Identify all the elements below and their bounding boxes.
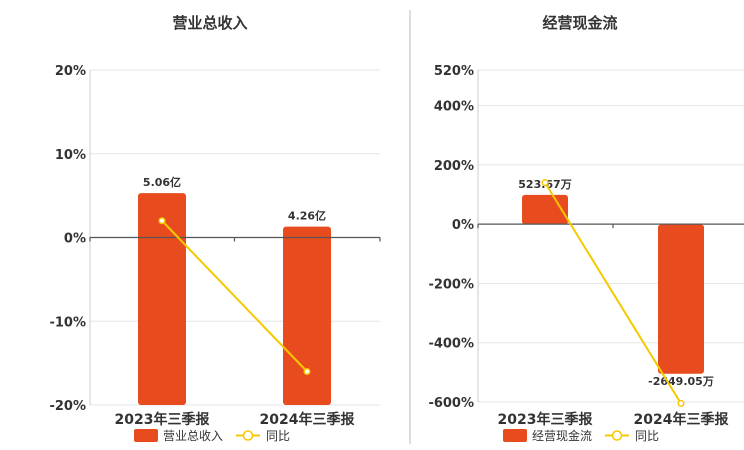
legend-bar-label: 营业总收入 [163, 429, 223, 443]
legend-bar-swatch [134, 429, 158, 442]
yoy-line [544, 182, 682, 405]
y-tick-label: -20% [49, 399, 86, 414]
legend-line-label: 同比 [266, 429, 290, 443]
bar-1 [138, 193, 186, 405]
y-tick-label: 10% [55, 148, 86, 163]
x-category-label: 2024年三季报 [260, 411, 355, 428]
y-tick-label: -200% [428, 277, 474, 292]
legend-line-marker [611, 430, 623, 441]
legend-line-marker [242, 430, 254, 441]
y-tick-label: 20% [55, 64, 86, 79]
yoy-point-2 [303, 367, 311, 376]
y-tick-label: -10% [49, 315, 86, 330]
y-tick-label: -600% [428, 396, 474, 411]
bar-2 [658, 224, 704, 374]
y-tick-label: 520% [434, 64, 474, 79]
legend-line-label: 同比 [635, 429, 659, 443]
bar-data-label: 4.26亿 [288, 209, 326, 223]
x-category-label: 2023年三季报 [498, 411, 593, 428]
yoy-point-1 [541, 179, 549, 187]
bar-2 [283, 226, 331, 405]
chart-title: 经营现金流 [542, 14, 617, 32]
yoy-line [161, 220, 308, 373]
yoy-point-1 [158, 217, 166, 225]
yoy-point-2 [677, 399, 685, 408]
legend-bar-label: 经营现金流 [532, 428, 592, 443]
x-category-label: 2023年三季报 [115, 411, 210, 428]
bar-data-label: -2649.05万 [648, 375, 714, 388]
y-tick-label: 0% [64, 232, 86, 247]
chart-title: 营业总收入 [172, 14, 247, 32]
y-tick-label: 0% [452, 218, 474, 233]
y-tick-label: 200% [434, 159, 474, 174]
x-category-label: 2024年三季报 [634, 411, 729, 428]
y-tick-label: -400% [428, 337, 474, 352]
y-tick-label: 400% [434, 100, 474, 115]
legend-bar-swatch [503, 429, 527, 442]
bar-data-label: 5.06亿 [143, 175, 181, 189]
